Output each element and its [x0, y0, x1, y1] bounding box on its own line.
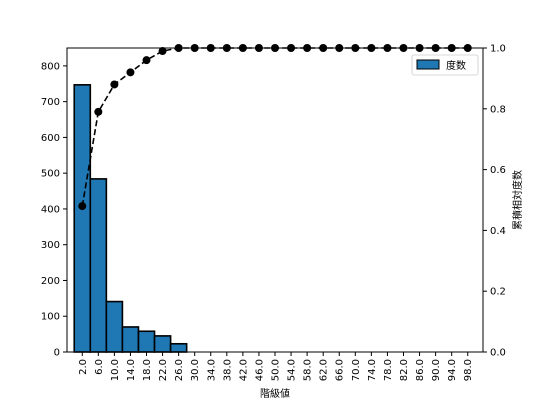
bar — [89, 178, 108, 353]
x-tick-label: 62.0 — [319, 359, 330, 381]
x-tick-label: 58.0 — [303, 359, 314, 381]
x-tick-label: 26.0 — [174, 359, 185, 381]
left-tick-label: 400 — [41, 204, 60, 215]
cumulative-line — [81, 47, 468, 207]
x-tick-label: 6.0 — [94, 359, 105, 375]
cumulative-point — [158, 47, 167, 56]
right-tick-label: 0.6 — [490, 165, 506, 176]
x-tick-label: 66.0 — [335, 359, 346, 381]
left-axis: 0 100 200 300 400 500 600 700 800 — [41, 61, 67, 359]
x-axis: 2.0 6.0 10.0 14.0 18.0 22.0 26.0 30.0 34.0 38.0 42… — [78, 352, 474, 381]
left-tick-label: 200 — [41, 276, 60, 287]
x-tick-label: 54.0 — [287, 359, 298, 381]
cumulative-point — [142, 56, 151, 65]
x-tick-label: 38.0 — [222, 359, 233, 381]
bar — [169, 342, 188, 353]
left-tick-label: 300 — [41, 240, 60, 251]
x-tick-label: 2.0 — [78, 359, 89, 375]
cumulative-point — [126, 68, 135, 77]
x-tick-label: 22.0 — [158, 359, 169, 381]
plot-frame — [66, 47, 484, 353]
x-tick-label: 78.0 — [383, 359, 394, 381]
x-tick-label: 14.0 — [126, 359, 137, 381]
left-tick-label: 600 — [41, 133, 60, 144]
right-tick-label: 0.8 — [490, 104, 506, 115]
bar — [105, 300, 124, 353]
x-tick-label: 46.0 — [254, 359, 265, 381]
x-tick-label: 34.0 — [206, 359, 217, 381]
legend-swatch — [416, 59, 440, 70]
bar — [153, 335, 172, 353]
right-tick-label: 1.0 — [490, 44, 506, 55]
legend[interactable]: 度数 — [411, 54, 479, 76]
x-tick-label: 74.0 — [367, 359, 378, 381]
bars-group — [73, 84, 188, 353]
x-tick-label: 30.0 — [190, 359, 201, 381]
cumulative-point — [110, 80, 119, 89]
right-tick-label: 0.2 — [490, 287, 506, 298]
bar — [137, 330, 156, 353]
x-tick-label: 98.0 — [463, 359, 474, 381]
x-tick-label: 42.0 — [238, 359, 249, 381]
x-tick-label: 82.0 — [399, 359, 410, 381]
x-tick-label: 10.0 — [110, 359, 121, 381]
right-tick-label: 0.4 — [490, 226, 506, 237]
left-tick-label: 100 — [41, 312, 60, 323]
x-axis-title: 階級値 — [260, 387, 290, 400]
x-tick-label: 18.0 — [142, 359, 153, 381]
x-tick-label: 86.0 — [415, 359, 426, 381]
left-tick-label: 500 — [41, 169, 60, 180]
cumulative-point — [94, 107, 103, 116]
x-tick-label: 94.0 — [447, 359, 458, 381]
x-tick-label: 50.0 — [271, 359, 282, 381]
bar — [73, 84, 92, 353]
bar — [121, 326, 140, 353]
x-tick-label: 70.0 — [351, 359, 362, 381]
right-tick-label: 0.0 — [490, 348, 506, 359]
left-tick-label: 700 — [41, 97, 60, 108]
left-tick-label: 800 — [41, 61, 60, 72]
x-tick-label: 90.0 — [431, 359, 442, 381]
legend-label: 度数 — [446, 59, 466, 72]
left-tick-label: 0 — [54, 348, 60, 359]
right-axis: 0.0 0.2 0.4 0.6 0.8 1.0 — [483, 44, 506, 359]
right-axis-title: 累積相対度数 — [511, 170, 524, 230]
cumulative-point — [78, 202, 87, 211]
